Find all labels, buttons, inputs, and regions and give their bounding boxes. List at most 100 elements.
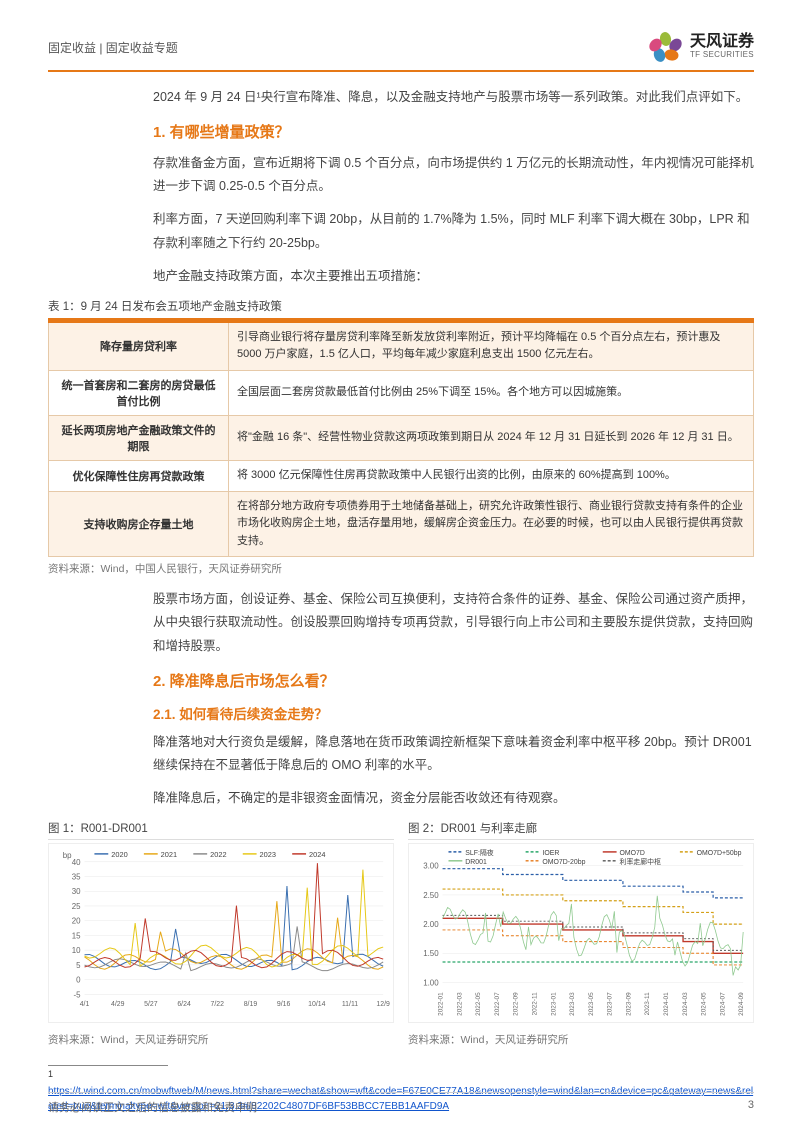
svg-text:2023-01: 2023-01 (550, 992, 557, 1016)
section2-p2: 降准降息后，不确定的是非银资金面情况，资金分层能否收敛还有待观察。 (153, 787, 754, 810)
svg-text:2.00: 2.00 (423, 920, 439, 929)
svg-text:4/1: 4/1 (80, 1001, 90, 1008)
svg-text:1.50: 1.50 (423, 949, 439, 958)
svg-text:9/16: 9/16 (277, 1001, 291, 1008)
chart2-svg: 1.00 1.50 2.00 2.50 3.00 2022-01 2022-03 2022-0… (408, 843, 754, 1023)
chart2-box: 图 2：DR001 与利率走廊 1.00 1.50 2.00 2.50 3.00 2022… (408, 820, 754, 1047)
svg-text:25: 25 (72, 902, 81, 911)
svg-text:2022-05: 2022-05 (475, 992, 482, 1016)
policy-desc: 将 3000 亿元保障性住房再贷款政策中人民银行出资的比例，由原来的 60%提高… (229, 460, 754, 491)
svg-text:7/22: 7/22 (211, 1001, 225, 1008)
svg-text:OMO7D: OMO7D (620, 850, 645, 857)
page-header: 固定收益 | 固定收益专题 天风证券 TF SECURITIES (48, 30, 754, 72)
svg-text:2021: 2021 (161, 850, 177, 859)
svg-text:40: 40 (72, 858, 81, 867)
chart2-title: 图 2：DR001 与利率走廊 (408, 820, 754, 840)
policy-desc: 将"金融 16 条"、经营性物业贷款这两项政策到期日从 2024 年 12 月 … (229, 415, 754, 460)
table1-source: 资料来源：Wind，中国人民银行，天风证券研究所 (48, 561, 754, 576)
section1-p2: 利率方面，7 天逆回购利率下调 20bp，从目前的 1.7%降为 1.5%，同时… (153, 208, 754, 254)
policy-table: 降存量房贷利率引导商业银行将存量房贷利率降至新发放贷利率附近，预计平均降幅在 0… (48, 318, 754, 558)
svg-text:DR001: DR001 (465, 859, 487, 866)
svg-text:2023-11: 2023-11 (644, 992, 651, 1015)
svg-text:2024-09: 2024-09 (738, 992, 745, 1016)
chart1-title: 图 1：R001-DR001 (48, 820, 394, 840)
svg-text:10/14: 10/14 (308, 1001, 325, 1008)
svg-text:2022-11: 2022-11 (532, 992, 539, 1015)
table-row: 优化保障性住房再贷款政策将 3000 亿元保障性住房再贷款政策中人民银行出资的比… (49, 460, 754, 491)
svg-text:30: 30 (72, 887, 81, 896)
svg-text:2020: 2020 (111, 850, 127, 859)
doc-category: 固定收益 | 固定收益专题 (48, 39, 178, 56)
svg-text:5: 5 (76, 961, 81, 970)
svg-text:2022-09: 2022-09 (513, 992, 520, 1016)
chart1-box: 图 1：R001-DR001 -50510152025303540bp4/14/… (48, 820, 394, 1047)
svg-text:1.00: 1.00 (423, 978, 439, 987)
svg-text:20: 20 (72, 917, 81, 926)
svg-text:2024-01: 2024-01 (663, 992, 670, 1016)
table-row: 支持收购房企存量土地在将部分地方政府专项债券用于土地储备基础上，研究允许政策性银… (49, 491, 754, 557)
svg-text:8/19: 8/19 (244, 1001, 258, 1008)
svg-text:IOER: IOER (542, 850, 559, 857)
svg-text:2022-03: 2022-03 (456, 992, 463, 1016)
svg-text:SLF:隔夜: SLF:隔夜 (465, 848, 493, 857)
table-row: 延长两项房地产金融政策文件的期限将"金融 16 条"、经营性物业贷款这两项政策到… (49, 415, 754, 460)
svg-text:11/11: 11/11 (342, 1001, 358, 1008)
table1-caption: 表 1：9 月 24 日发布会五项地产金融支持政策 (48, 298, 754, 314)
intro-paragraph: 2024 年 9 月 24 日¹央行宣布降准、降息，以及金融支持地产与股票市场等… (153, 86, 754, 109)
svg-text:2024: 2024 (309, 850, 325, 859)
logo-icon (650, 30, 684, 64)
logo-text-cn: 天风证券 (690, 34, 754, 51)
page-number: 3 (748, 1099, 754, 1115)
svg-text:2023-09: 2023-09 (625, 992, 632, 1016)
svg-text:4/29: 4/29 (111, 1001, 125, 1008)
policy-desc: 在将部分地方政府专项债券用于土地储备基础上，研究允许政策性银行、商业银行贷款支持… (229, 491, 754, 557)
svg-text:15: 15 (72, 931, 81, 940)
section2-title: 2. 降准降息后市场怎么看？ (153, 670, 754, 691)
section1-p1: 存款准备金方面，宣布近期将下调 0.5 个百分点，向市场提供约 1 万亿元的长期… (153, 152, 754, 198)
svg-text:OMO7D-20bp: OMO7D-20bp (542, 859, 585, 866)
svg-text:0: 0 (76, 976, 81, 985)
policy-desc: 引导商业银行将存量房贷利率降至新发放贷利率附近，预计平均降幅在 0.5 个百分点… (229, 322, 754, 370)
svg-text:OMO7D+50bp: OMO7D+50bp (697, 850, 742, 857)
policy-name: 优化保障性住房再贷款政策 (49, 460, 229, 491)
chart1-svg: -50510152025303540bp4/14/295/276/247/228… (48, 843, 394, 1023)
svg-text:2023-05: 2023-05 (588, 992, 595, 1016)
stock-paragraph: 股票市场方面，创设证券、基金、保险公司互换便利，支持符合条件的证券、基金、保险公… (153, 588, 754, 657)
logo-text-en: TF SECURITIES (690, 51, 754, 59)
section2-sub1-title: 2.1. 如何看待后续资金走势？ (153, 703, 754, 723)
svg-text:2022-07: 2022-07 (494, 992, 501, 1016)
chart1-source: 资料来源：Wind，天风证券研究所 (48, 1032, 394, 1047)
svg-text:利率走廊中枢: 利率走廊中枢 (620, 857, 662, 866)
footnote-number: 1 (48, 1069, 53, 1079)
svg-text:3.00: 3.00 (423, 862, 439, 871)
svg-text:2024-03: 2024-03 (682, 992, 689, 1016)
policy-desc: 全国层面二套房贷款最低首付比例由 25%下调至 15%。各个地方可以因城施策。 (229, 370, 754, 415)
footer-disclaimer: 请务必阅读正文之后的信息披露和免责申明 (48, 1099, 257, 1115)
company-logo: 天风证券 TF SECURITIES (650, 30, 754, 64)
svg-text:5/27: 5/27 (144, 1001, 158, 1008)
charts-row: 图 1：R001-DR001 -50510152025303540bp4/14/… (48, 820, 754, 1047)
svg-text:2022-01: 2022-01 (438, 992, 445, 1016)
policy-name: 延长两项房地产金融政策文件的期限 (49, 415, 229, 460)
section1-title: 1. 有哪些增量政策？ (153, 121, 754, 142)
svg-text:2.50: 2.50 (423, 891, 439, 900)
section2-p1: 降准落地对大行资负是缓解，降息落地在货币政策调控新框架下意味着资金利率中枢平移 … (153, 731, 754, 777)
section1-p3: 地产金融支持政策方面，本次主要推出五项措施： (153, 265, 754, 288)
svg-text:2023-03: 2023-03 (569, 992, 576, 1016)
policy-name: 统一首套房和二套房的房贷最低首付比例 (49, 370, 229, 415)
policy-name: 支持收购房企存量土地 (49, 491, 229, 557)
svg-text:10: 10 (72, 946, 81, 955)
table-row: 降存量房贷利率引导商业银行将存量房贷利率降至新发放贷利率附近，预计平均降幅在 0… (49, 322, 754, 370)
svg-text:2022: 2022 (210, 850, 226, 859)
svg-text:2023-07: 2023-07 (607, 992, 614, 1016)
svg-text:2023: 2023 (260, 850, 276, 859)
policy-name: 降存量房贷利率 (49, 322, 229, 370)
svg-text:12/9: 12/9 (376, 1001, 390, 1008)
svg-text:bp: bp (63, 851, 72, 860)
page-footer: 请务必阅读正文之后的信息披露和免责申明 3 (48, 1092, 754, 1115)
svg-text:35: 35 (72, 873, 81, 882)
table-row: 统一首套房和二套房的房贷最低首付比例全国层面二套房贷款最低首付比例由 25%下调… (49, 370, 754, 415)
svg-text:2024-05: 2024-05 (701, 992, 708, 1016)
svg-text:6/24: 6/24 (177, 1001, 191, 1008)
svg-text:2024-07: 2024-07 (719, 992, 726, 1016)
